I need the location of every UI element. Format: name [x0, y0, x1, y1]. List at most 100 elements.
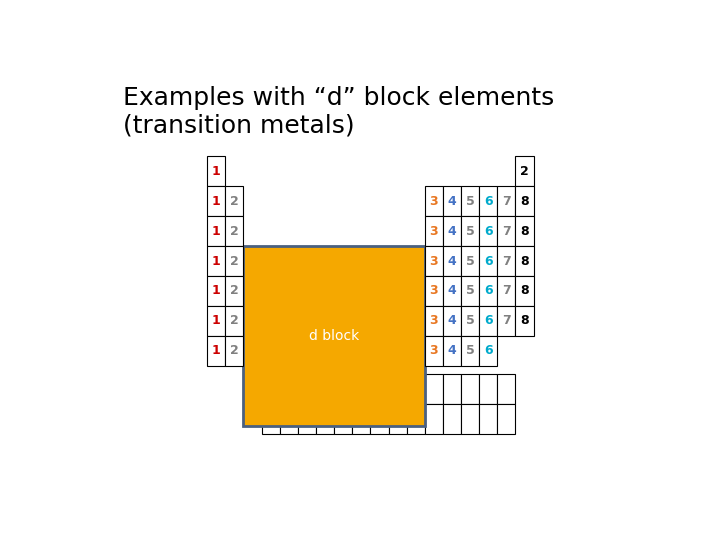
Bar [425, 404, 443, 434]
Bar [316, 404, 334, 434]
Bar [498, 404, 516, 434]
Text: 1: 1 [212, 345, 220, 357]
Bar [407, 404, 425, 434]
Text: 2: 2 [520, 165, 529, 178]
Text: 5: 5 [466, 314, 474, 327]
Bar [498, 216, 516, 246]
Bar [425, 276, 443, 306]
Bar [443, 306, 461, 336]
Bar [389, 374, 407, 404]
Text: 1: 1 [212, 254, 220, 267]
Text: d block: d block [309, 329, 359, 343]
Bar [443, 404, 461, 434]
Text: 6: 6 [484, 225, 492, 238]
Bar [498, 306, 516, 336]
Bar [298, 404, 316, 434]
Bar [480, 374, 498, 404]
Text: 3: 3 [430, 314, 438, 327]
Text: 2: 2 [230, 314, 239, 327]
Text: 3: 3 [430, 225, 438, 238]
Bar [352, 404, 370, 434]
Bar [480, 216, 498, 246]
Bar [425, 216, 443, 246]
Text: 5: 5 [466, 285, 474, 298]
Bar [461, 404, 480, 434]
Text: 1: 1 [212, 225, 220, 238]
Text: 3: 3 [430, 345, 438, 357]
Bar [443, 374, 461, 404]
Text: 8: 8 [521, 225, 529, 238]
Bar [516, 246, 534, 276]
Bar [480, 276, 498, 306]
Bar [461, 186, 480, 216]
Text: 8: 8 [521, 254, 529, 267]
Text: 4: 4 [448, 225, 456, 238]
Text: 1: 1 [212, 285, 220, 298]
Bar [316, 374, 334, 404]
Bar [225, 216, 243, 246]
Bar [425, 246, 443, 276]
Text: 1: 1 [212, 314, 220, 327]
Text: 4: 4 [448, 195, 456, 208]
Text: 4: 4 [448, 254, 456, 267]
Bar [352, 374, 370, 404]
Bar [443, 186, 461, 216]
Bar [207, 276, 225, 306]
Bar [225, 246, 243, 276]
Text: 6: 6 [484, 345, 492, 357]
Bar [243, 246, 425, 426]
Text: 7: 7 [502, 285, 510, 298]
Bar [207, 186, 225, 216]
Text: 4: 4 [448, 314, 456, 327]
Text: 7: 7 [502, 254, 510, 267]
Text: 8: 8 [521, 314, 529, 327]
Text: 5: 5 [466, 225, 474, 238]
Text: 2: 2 [230, 285, 239, 298]
Bar [480, 336, 498, 366]
Text: 5: 5 [466, 195, 474, 208]
Bar [516, 156, 534, 186]
Bar [480, 306, 498, 336]
Bar [425, 186, 443, 216]
Text: 7: 7 [502, 225, 510, 238]
Bar [498, 374, 516, 404]
Text: 1: 1 [212, 195, 220, 208]
Text: Examples with “d” block elements
(transition metals): Examples with “d” block elements (transi… [124, 85, 554, 137]
Text: 1: 1 [212, 165, 220, 178]
Text: 7: 7 [502, 195, 510, 208]
Bar [334, 404, 352, 434]
Text: 3: 3 [430, 285, 438, 298]
Bar [461, 336, 480, 366]
Bar [370, 374, 389, 404]
Bar [425, 306, 443, 336]
Bar [225, 276, 243, 306]
Bar [516, 276, 534, 306]
Bar [207, 246, 225, 276]
Text: 2: 2 [230, 345, 239, 357]
Bar [425, 336, 443, 366]
Bar [261, 374, 280, 404]
Text: 7: 7 [502, 314, 510, 327]
Bar [443, 276, 461, 306]
Bar [334, 374, 352, 404]
Text: 6: 6 [484, 254, 492, 267]
Bar [207, 336, 225, 366]
Bar [389, 404, 407, 434]
Bar [207, 156, 225, 186]
Text: 6: 6 [484, 314, 492, 327]
Text: 6: 6 [484, 285, 492, 298]
Bar [298, 374, 316, 404]
Text: 5: 5 [466, 345, 474, 357]
Bar [480, 246, 498, 276]
Bar [261, 404, 280, 434]
Bar [461, 276, 480, 306]
Text: 8: 8 [521, 195, 529, 208]
Text: 2: 2 [230, 225, 239, 238]
Bar [516, 186, 534, 216]
Bar [225, 336, 243, 366]
Bar [498, 186, 516, 216]
Bar [443, 246, 461, 276]
Bar [480, 186, 498, 216]
Text: 5: 5 [466, 254, 474, 267]
Bar [461, 374, 480, 404]
